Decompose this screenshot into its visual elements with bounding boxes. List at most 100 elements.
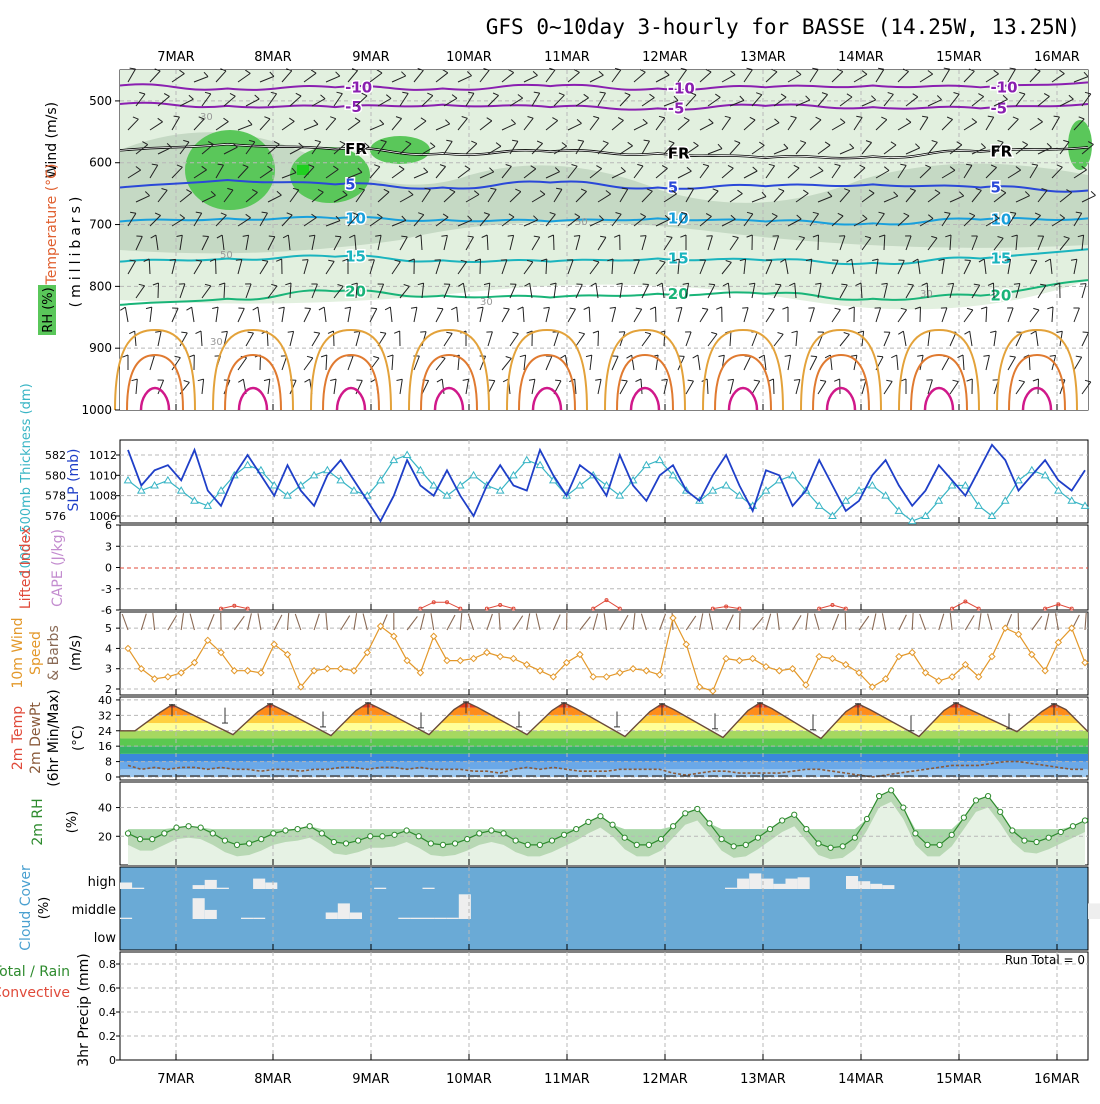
rh-point (574, 826, 579, 831)
temp-tick-label: 0 (105, 771, 112, 784)
upper-barb-flag (335, 236, 341, 237)
upper-barb-flag (420, 332, 426, 333)
cloud-mid-bar (205, 910, 217, 919)
upper-barb-flag (965, 260, 971, 261)
rh-point (1010, 828, 1015, 833)
cloud-high-bar (749, 873, 761, 889)
isotherm-label: -5 (990, 99, 1007, 117)
upper-barb-flag (269, 236, 275, 237)
rh-point (864, 816, 869, 821)
precip-tick-label: 0.8 (99, 958, 117, 971)
li-tick-label: 3 (105, 540, 112, 553)
upper-barb-flag (305, 308, 311, 309)
rh-point (852, 835, 857, 840)
cloud-high-bar (870, 884, 882, 889)
rh-point (755, 835, 760, 840)
rh-point (295, 826, 300, 831)
upper-barb (656, 307, 657, 322)
label-barbs: & Barbs (46, 625, 62, 681)
cloud-mid-bar (423, 918, 435, 919)
rh-point (452, 841, 457, 846)
cloud-high-bar (265, 883, 277, 890)
rh-point (695, 806, 700, 811)
upper-barb-flag (574, 236, 580, 237)
label-wind-unit: (m/s) (68, 635, 84, 672)
label-rh: RH (%) (41, 287, 56, 332)
label-cape: CAPE (J/kg) (50, 529, 66, 607)
upper-barb (774, 379, 775, 394)
cloud-mid-bar (193, 898, 205, 919)
pressure-tick-label: 500 (89, 94, 112, 108)
cloud-mid-bar (241, 918, 253, 919)
rh-point (828, 845, 833, 850)
cloud-mid-bar (350, 913, 362, 920)
upper-barb (554, 235, 555, 250)
cloud-high-bar (725, 888, 737, 889)
rh-point (501, 831, 506, 836)
top-date-label: 16MAR (1034, 50, 1080, 65)
isotherm-label: FR (990, 143, 1012, 161)
label-2m-dewpt: 2m DewPt (28, 702, 44, 774)
rh-contour-label: 30 (210, 337, 223, 348)
label-2m-rh: 2m RH (30, 798, 46, 845)
rh-point (356, 838, 361, 843)
rh-point (634, 842, 639, 847)
label-convective: Convective (0, 985, 70, 1001)
run-total: Run Total = 0 (1005, 953, 1085, 967)
precip-tick-label: 0.6 (99, 982, 117, 995)
label-pressure: (millibars) (68, 193, 84, 308)
rh-point (658, 837, 663, 842)
rh-point (489, 828, 494, 833)
isotherm-label: 20 (668, 285, 689, 303)
rh-point (598, 814, 603, 819)
rh-point (949, 832, 954, 837)
top-date-label: 15MAR (936, 50, 982, 65)
isotherm-label: 5 (345, 175, 355, 193)
cloud-high-bar (120, 883, 132, 890)
rh-point (792, 812, 797, 817)
cloud-high-bar (882, 885, 894, 889)
temp-tick-label: 32 (98, 709, 112, 722)
rh-point (1070, 824, 1075, 829)
rh-point (985, 793, 990, 798)
precip-tick-label: 0 (109, 1054, 116, 1067)
wind-tick-label: 4 (105, 642, 112, 655)
rh-point (549, 838, 554, 843)
rh-point (1022, 838, 1027, 843)
slp-tick-label: 1012 (89, 449, 117, 462)
bottom-date-label: 8MAR (254, 1072, 291, 1087)
label-rh-unit: (%) (65, 811, 80, 834)
rh-point (1082, 818, 1087, 823)
isotherm-label: 15 (990, 250, 1011, 268)
isotherm-label: 5 (668, 178, 678, 196)
temp-band (120, 754, 1088, 762)
rh-point (671, 824, 676, 829)
surface-barb (845, 613, 846, 630)
upper-barb (1038, 379, 1039, 394)
slp-tick-label: 1010 (89, 469, 117, 482)
rh-point (780, 818, 785, 823)
rh-point (719, 837, 724, 842)
isotherm-label: 5 (990, 178, 1000, 196)
li-tick-label: 0 (105, 562, 112, 575)
pressure-tick-label: 600 (89, 156, 112, 170)
label-total-rain: Total / Rain (0, 964, 70, 980)
rh-point (380, 834, 385, 839)
rh-point (271, 831, 276, 836)
cloud-mid-bar (435, 918, 447, 919)
upper-barb-flag (437, 308, 443, 309)
rh-point (513, 838, 518, 843)
chart-title: GFS 0~10day 3-hourly for BASSE (14.25W, … (486, 15, 1080, 39)
rh-point (319, 831, 324, 836)
bottom-date-label: 13MAR (740, 1072, 786, 1087)
rh-point (646, 842, 651, 847)
cloud-high-bar (773, 884, 785, 889)
temp-band (120, 762, 1088, 770)
rh-point (343, 841, 348, 846)
wind-tick-label: 5 (105, 622, 112, 635)
rh-point (840, 844, 845, 849)
rh-point (562, 832, 567, 837)
cloud-mid-bar (253, 918, 265, 919)
pressure-tick-label: 900 (89, 341, 112, 355)
